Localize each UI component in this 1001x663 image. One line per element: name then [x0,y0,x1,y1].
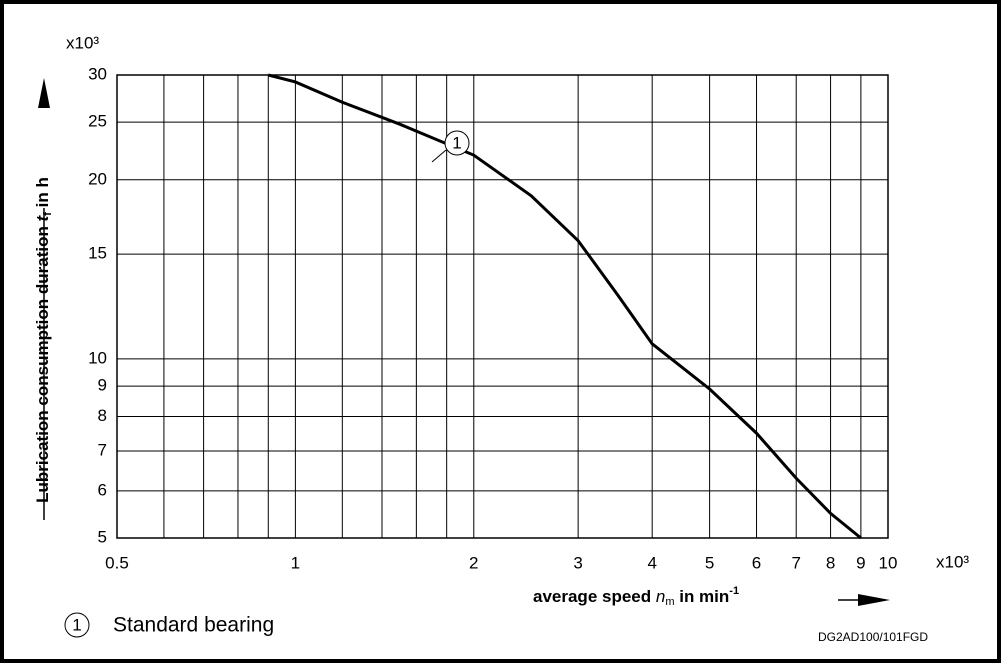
x-tick-label: 6 [752,553,761,572]
y-tick-label: 9 [98,376,107,395]
y-tick-label: 5 [98,527,107,546]
legend-marker: 1 [72,615,81,634]
y-tick-label: 10 [88,348,107,367]
y-label-part: Lubrication consumption duration [33,221,52,502]
x-tick-label: 10 [879,553,898,572]
x-tick-label: 1 [291,553,300,572]
x-label-part: in min [675,587,730,606]
annotation-leader [431,149,447,163]
y-tick-label: 8 [98,406,107,425]
y-tick-label: 25 [88,112,107,131]
y-unit: x10³ [66,33,99,52]
x-axis-label: average speed nm in min-1 [533,585,739,608]
y-tick-label: 15 [88,244,107,263]
y-tick-label: 30 [88,64,107,83]
legend-circle [64,612,90,638]
x-label-part: n [656,587,665,606]
x-tick-label: 4 [647,553,656,572]
plot-border [116,74,889,539]
x-unit: x10³ [936,552,969,571]
x-tick-label: 7 [791,553,800,572]
y-label-part: t [33,214,52,221]
y-label-part: f [42,212,54,216]
x-arrow-head [858,594,890,606]
legend-label: Standard bearing [113,614,274,637]
y-arrow-head [38,78,50,108]
x-label-part: -1 [729,585,739,597]
y-tick-label: 6 [98,480,107,499]
y-label-part: in h [33,177,52,212]
curve [267,73,862,540]
x-label-part: average speed [533,587,656,606]
x-tick-label: 2 [469,553,478,572]
drawing-code: DG2AD100/101FGD [818,630,928,644]
y-axis-label: Lubrication consumption duration tf in h [33,177,53,503]
y-tick-label: 7 [98,441,107,460]
x-tick-label: 3 [573,553,582,572]
x-tick-label: 9 [856,553,865,572]
y-tick-label: 20 [88,169,107,188]
annotation-circle [444,130,470,156]
x-label-part: m [665,596,674,608]
x-tick-label: 8 [826,553,835,572]
x-tick-label: 0.5 [105,553,129,572]
annotation-label: 1 [452,133,461,152]
x-tick-label: 5 [705,553,714,572]
